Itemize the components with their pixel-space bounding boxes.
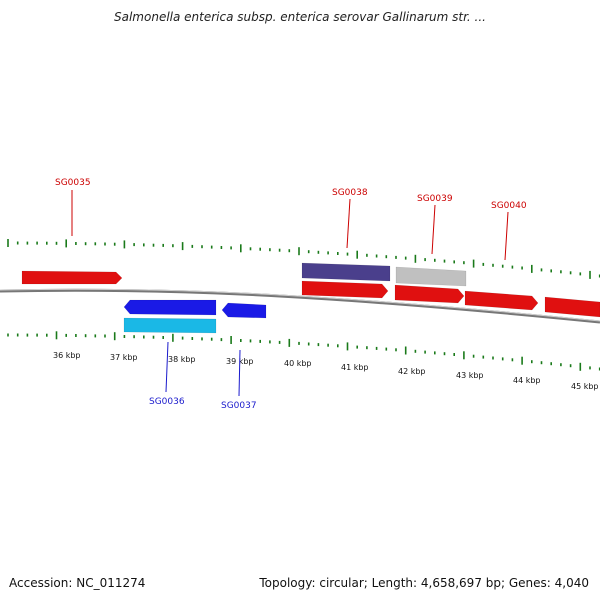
gene-arrow[interactable] [395, 266, 467, 287]
ruler-label: 38 kbp [168, 355, 196, 364]
ruler-label: 42 kbp [398, 367, 426, 376]
gene-label-sg0036[interactable]: SG0036 [149, 397, 185, 407]
ruler-labels: 36 kbp 37 kbp 38 kbp 39 kbp 40 kbp 41 kb… [53, 351, 599, 391]
leader-line-sg0039 [431, 204, 436, 255]
gene-arrow[interactable] [464, 290, 539, 311]
gene-label-sg0039[interactable]: SG0039 [417, 194, 453, 204]
gene-leader-lines [71, 190, 509, 397]
leader-line-sg0038 [346, 198, 351, 249]
gene-arrow[interactable] [21, 270, 123, 285]
gene-label-sg0040[interactable]: SG0040 [491, 201, 527, 211]
ruler-label: 37 kbp [110, 353, 138, 362]
genome-title: Salmonella enterica subsp. enterica sero… [114, 10, 486, 24]
lower-tick-track [7, 331, 600, 371]
gene-label-sg0037[interactable]: SG0037 [221, 401, 257, 411]
gene-labels: SG0035 SG0036 SG0037 SG0038 SG0039 SG004… [55, 178, 527, 411]
gene-arrow[interactable] [301, 262, 391, 282]
ruler-label: 44 kbp [513, 376, 541, 385]
leader-line-sg0036 [165, 341, 169, 393]
ruler-label: 43 kbp [456, 371, 484, 380]
gene-arrow[interactable] [123, 299, 217, 316]
ruler-label: 41 kbp [341, 363, 369, 372]
leader-line-sg0040 [504, 211, 509, 261]
accession-text: Accession: NC_011274 [9, 576, 146, 590]
ruler-label: 40 kbp [284, 359, 312, 368]
leader-line-sg0037 [238, 349, 241, 397]
gene-arrow[interactable] [221, 302, 267, 319]
ruler-label: 36 kbp [53, 351, 81, 360]
gene-arrow[interactable] [394, 284, 465, 304]
gene-track [21, 262, 600, 334]
gene-arrow[interactable] [123, 317, 217, 334]
gene-label-sg0035[interactable]: SG0035 [55, 178, 91, 188]
genome-backbone-highlight [0, 288, 600, 322]
ruler-label: 45 kbp [571, 382, 599, 391]
upper-tick-track [7, 239, 600, 279]
gene-arrow[interactable] [544, 296, 600, 318]
genome-backbone [0, 288, 600, 324]
gene-arrow[interactable] [301, 280, 389, 299]
genome-summary-text: Topology: circular; Length: 4,658,697 bp… [259, 576, 589, 590]
gene-label-sg0038[interactable]: SG0038 [332, 188, 368, 198]
